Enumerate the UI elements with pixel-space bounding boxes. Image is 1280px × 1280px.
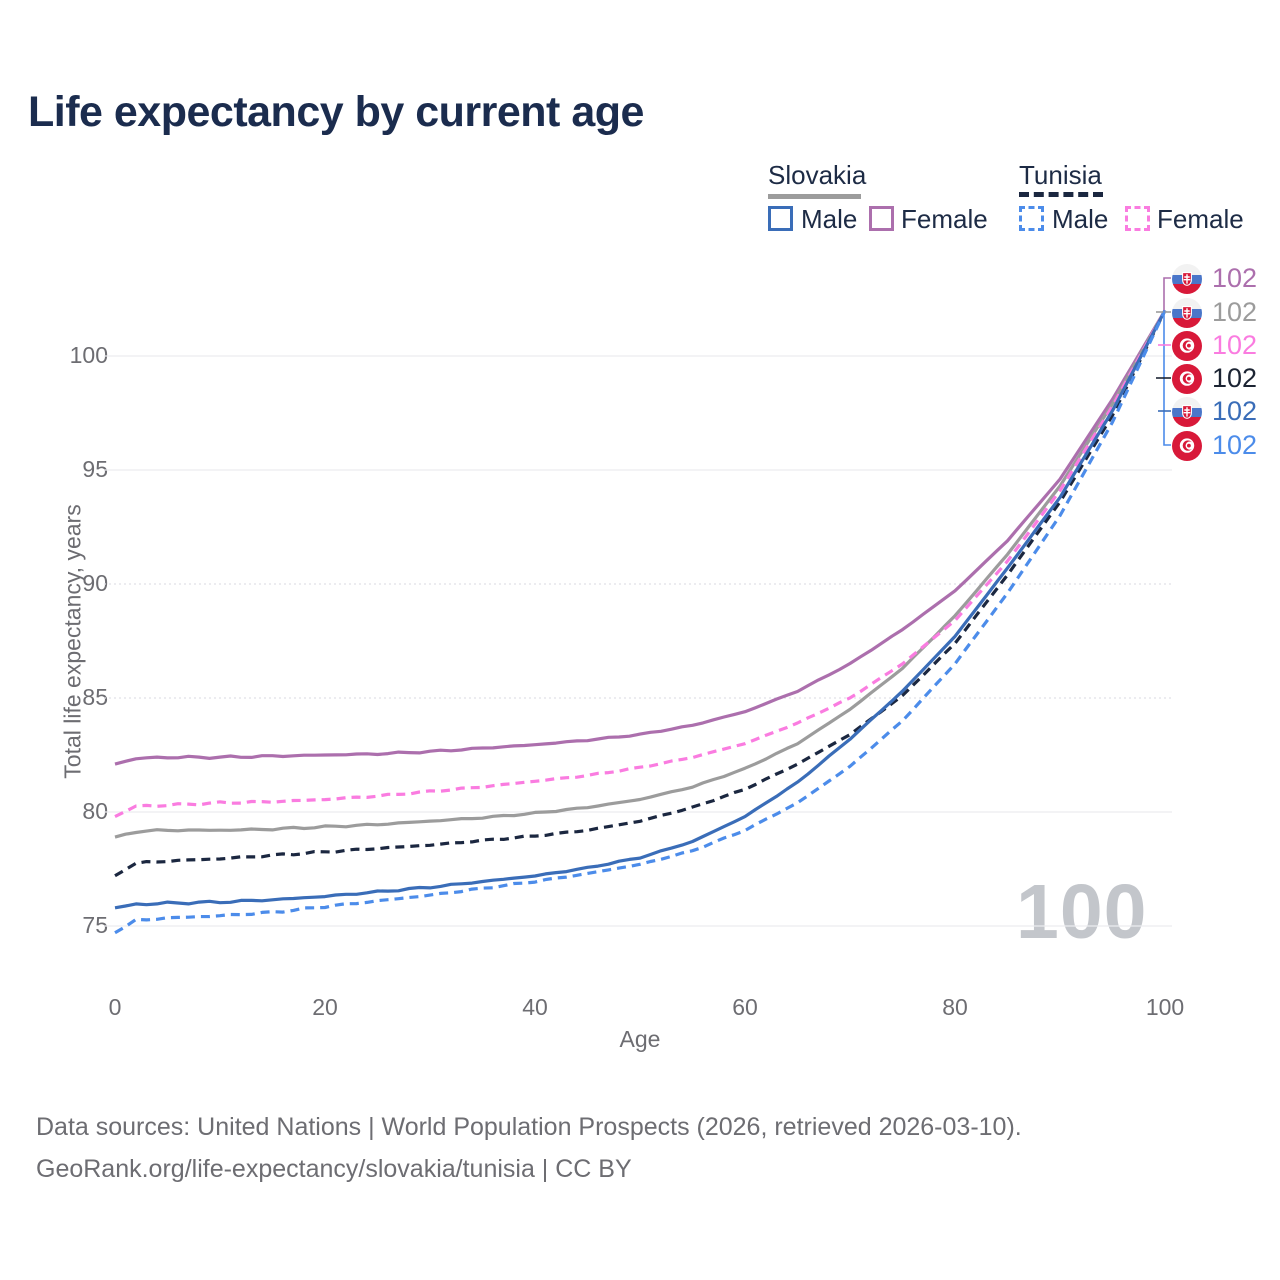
slovakia-flag-icon [1172,396,1202,427]
page-title: Life expectancy by current age [28,88,644,136]
x-tick-40: 40 [522,994,548,1020]
y-tick-100: 100 [69,342,108,368]
current-age-watermark: 100 [1016,869,1148,955]
end-value: 102 [1212,396,1258,426]
legend-swatch-tunisia-male[interactable] [1019,206,1044,231]
legend-swatch-slovakia-female[interactable] [869,206,894,231]
data-sources-text: Data sources: United Nations | World Pop… [36,1113,1022,1141]
tunisia-flag-icon [1172,363,1202,394]
x-axis-title: Age [619,1026,661,1052]
legend-country-tunisia[interactable]: Tunisia [1019,160,1102,190]
slovakia-linestyle-swatch [768,194,861,199]
y-tick-75: 75 [82,912,108,938]
end-value: 102 [1212,363,1258,393]
legend-label-tunisia-female[interactable]: Female [1157,204,1244,234]
x-tick-80: 80 [942,994,968,1020]
end-label-slovakia-4[interactable]: 102 [1172,396,1257,427]
x-tick-20: 20 [312,994,338,1020]
tunisia-linestyle-swatch [1019,192,1103,197]
slovakia-flag-icon [1172,297,1202,328]
end-label-tunisia-2[interactable]: 102 [1172,330,1257,361]
end-value: 102 [1212,430,1258,460]
y-tick-95: 95 [82,456,108,482]
legend-label-slovakia-female[interactable]: Female [901,204,988,234]
x-tick-60: 60 [732,994,758,1020]
tunisia-flag-icon [1172,430,1202,461]
end-value: 102 [1212,263,1258,293]
end-label-tunisia-5[interactable]: 102 [1172,430,1257,461]
x-tick-100: 100 [1145,994,1185,1020]
footer-attribution: Data sources: United Nations | World Pop… [36,1106,1022,1190]
legend-label-tunisia-male[interactable]: Male [1052,204,1109,234]
end-label-slovakia-1[interactable]: 102 [1172,297,1257,328]
legend-swatch-slovakia-male[interactable] [768,206,793,231]
legend-swatch-tunisia-female[interactable] [1125,206,1150,231]
legend-country-slovakia[interactable]: Slovakia [768,160,867,190]
legend-label-slovakia-male[interactable]: Male [801,204,858,234]
end-label-tunisia-3[interactable]: 102 [1172,363,1257,394]
y-tick-90: 90 [82,570,108,596]
slovakia-flag-icon [1172,263,1202,294]
y-axis-title: Total life expectancy, years [59,504,86,779]
y-tick-80: 80 [82,798,108,824]
end-label-slovakia-0[interactable]: 102 [1172,263,1257,294]
x-tick-0: 0 [108,994,122,1020]
georank-url-text: GeoRank.org/life-expectancy/slovakia/tun… [36,1155,632,1183]
end-value: 102 [1212,297,1258,327]
y-tick-85: 85 [82,684,108,710]
tunisia-flag-icon [1172,330,1202,361]
end-value: 102 [1212,330,1258,360]
